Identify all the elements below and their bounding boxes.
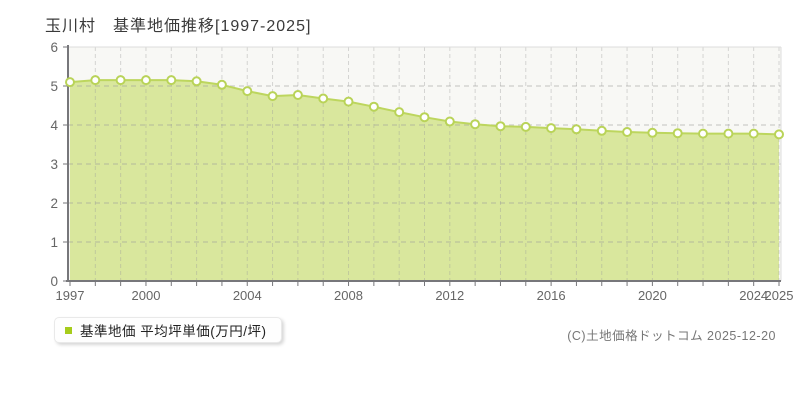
x-tick-label: 2008 <box>334 288 363 303</box>
data-point <box>242 86 253 97</box>
data-point <box>90 75 101 86</box>
y-tick-label: 4 <box>50 118 58 133</box>
data-point <box>394 107 405 118</box>
y-tick-label: 2 <box>50 196 58 211</box>
area-fill <box>70 80 779 281</box>
data-point <box>647 127 658 138</box>
data-point <box>748 128 759 139</box>
chart-title: 玉川村 基準地価推移[1997-2025] <box>45 18 312 35</box>
x-tick-label: 2016 <box>537 288 566 303</box>
data-point <box>343 96 354 107</box>
data-point <box>520 121 531 132</box>
data-point <box>723 128 734 139</box>
legend: 基準地価 平均坪単価(万円/坪) <box>54 317 282 343</box>
data-point <box>419 112 430 123</box>
legend-marker-icon <box>65 326 72 334</box>
data-point <box>444 116 455 127</box>
legend-label: 基準地価 平均坪単価(万円/坪) <box>80 324 267 339</box>
y-tick-label: 6 <box>50 40 58 55</box>
data-point <box>166 75 177 86</box>
data-point <box>546 123 557 134</box>
x-tick-label: 2000 <box>132 288 161 303</box>
data-point <box>470 119 481 130</box>
x-tick-label: 1997 <box>56 288 85 303</box>
data-point <box>191 76 202 87</box>
y-tick-label: 0 <box>50 274 58 289</box>
data-point <box>596 125 607 136</box>
copyright: (C)土地価格ドットコム 2025-12-20 <box>567 329 776 343</box>
x-tick-label: 2024 <box>739 288 768 303</box>
data-point <box>571 124 582 135</box>
y-tick-label: 3 <box>50 157 58 172</box>
data-point <box>267 91 278 102</box>
y-tick-label: 5 <box>50 79 58 94</box>
x-tick-label: 2004 <box>233 288 262 303</box>
x-tick-label: 2012 <box>435 288 464 303</box>
data-point <box>698 128 708 139</box>
x-tick-label: 2020 <box>638 288 667 303</box>
data-point <box>318 93 329 104</box>
data-point <box>65 77 75 88</box>
y-tick-label: 1 <box>50 235 58 250</box>
data-point <box>115 75 126 86</box>
data-point <box>368 101 379 112</box>
data-point <box>622 127 633 137</box>
data-point <box>216 79 227 90</box>
data-point <box>672 128 683 139</box>
data-point <box>495 121 506 132</box>
data-point <box>774 129 784 140</box>
data-point <box>292 90 303 100</box>
data-point <box>141 75 151 86</box>
x-tick-label: 2025 <box>765 288 794 303</box>
